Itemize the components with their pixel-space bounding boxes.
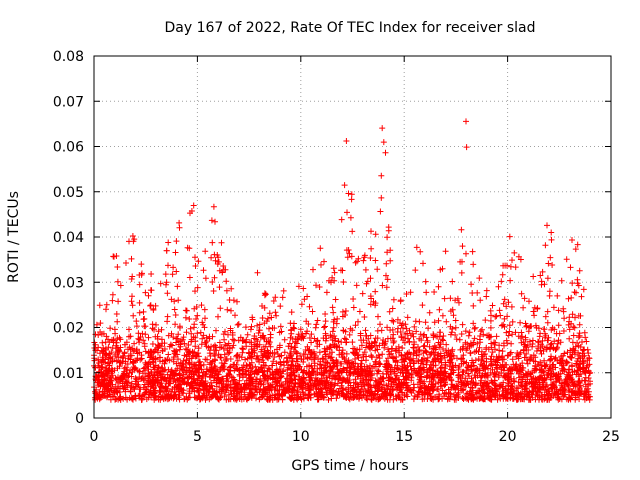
x-tick-label: 25 — [602, 429, 620, 445]
data-points-markers — [91, 118, 594, 403]
y-axis-label: ROTI / TECUs — [6, 191, 22, 283]
x-tick-label: 5 — [193, 429, 202, 445]
x-tick-label: 15 — [395, 429, 413, 445]
chart-title: Day 167 of 2022, Rate Of TEC Index for r… — [164, 20, 535, 36]
data-points — [91, 118, 594, 403]
x-tick-label: 0 — [90, 429, 99, 445]
y-tick-label: 0.05 — [53, 185, 84, 201]
y-tick-label: 0.06 — [53, 140, 84, 156]
y-tick-label: 0 — [75, 411, 84, 427]
y-tick-label: 0.03 — [53, 275, 84, 291]
y-tick-label: 0.08 — [53, 49, 84, 65]
y-tick-label: 0.07 — [53, 94, 84, 110]
y-tick-label: 0.02 — [53, 321, 84, 337]
x-axis-label: GPS time / hours — [291, 458, 408, 474]
axis-ticks: 0 5 10 15 20 25 0 0.01 0.02 0.03 0.04 0.05 0.06 0.07 0… — [53, 49, 620, 445]
x-tick-label: 20 — [499, 429, 517, 445]
x-tick-label: 10 — [292, 429, 310, 445]
y-tick-label: 0.04 — [53, 230, 84, 246]
y-tick-label: 0.01 — [53, 366, 84, 382]
